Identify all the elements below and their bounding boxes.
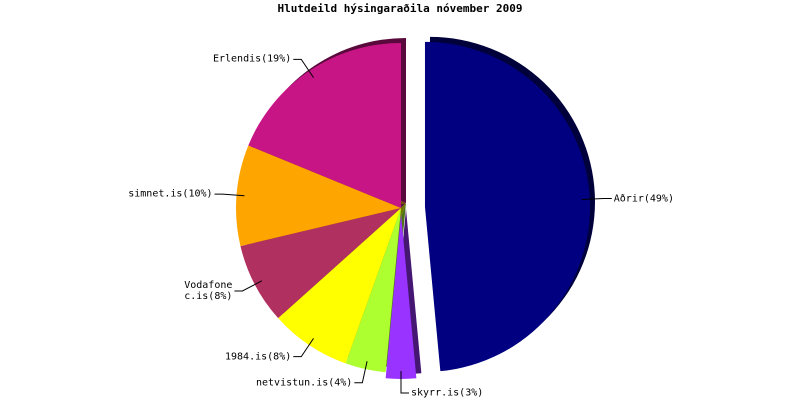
slice-name: skyrr.is	[411, 387, 460, 399]
slice	[248, 43, 401, 208]
slice-label: simnet.is(10%)	[128, 189, 212, 200]
leader-line	[293, 58, 314, 78]
slice-label: skyrr.is(3%)	[411, 388, 483, 399]
slice-value: (10%)	[182, 188, 213, 200]
slice	[345, 208, 401, 373]
slice	[278, 208, 401, 364]
slice	[424, 41, 590, 372]
slice-name: 1984.is	[225, 351, 268, 363]
slice-name: netvistun.is	[255, 377, 329, 389]
slice-value: (19%)	[261, 53, 292, 65]
slice	[236, 145, 401, 247]
slice-label: Erlendis(19%)	[213, 54, 291, 65]
leader-line	[581, 198, 612, 201]
leader-line	[234, 280, 263, 292]
slice-label: Aðrir(49%)	[614, 193, 674, 204]
slice-value: (3%)	[459, 387, 484, 399]
slice-value: (8%)	[267, 351, 292, 363]
slice-label: Vodafone c.is(8%)	[184, 280, 232, 302]
slice-label: 1984.is(8%)	[225, 351, 291, 362]
leader-line	[400, 371, 409, 394]
slice-value: (8%)	[208, 290, 233, 302]
slice-value: (49%)	[643, 193, 674, 205]
slice	[240, 208, 401, 319]
leader-line	[214, 193, 245, 197]
slice-value: (4%)	[328, 377, 353, 389]
slice-name: Erlendis	[212, 53, 262, 65]
slice-name: Aðrir	[613, 193, 644, 205]
slice	[385, 214, 417, 379]
leader-line	[293, 338, 314, 358]
slice-label: netvistun.is(4%)	[256, 377, 352, 388]
slice-name: Vodafone c.is	[184, 279, 233, 302]
chart-title: Hlutdeild hýsingaraðila nóvember 2009	[277, 2, 523, 15]
leader-line	[354, 361, 368, 384]
slice-name: simnet.is	[128, 188, 183, 200]
